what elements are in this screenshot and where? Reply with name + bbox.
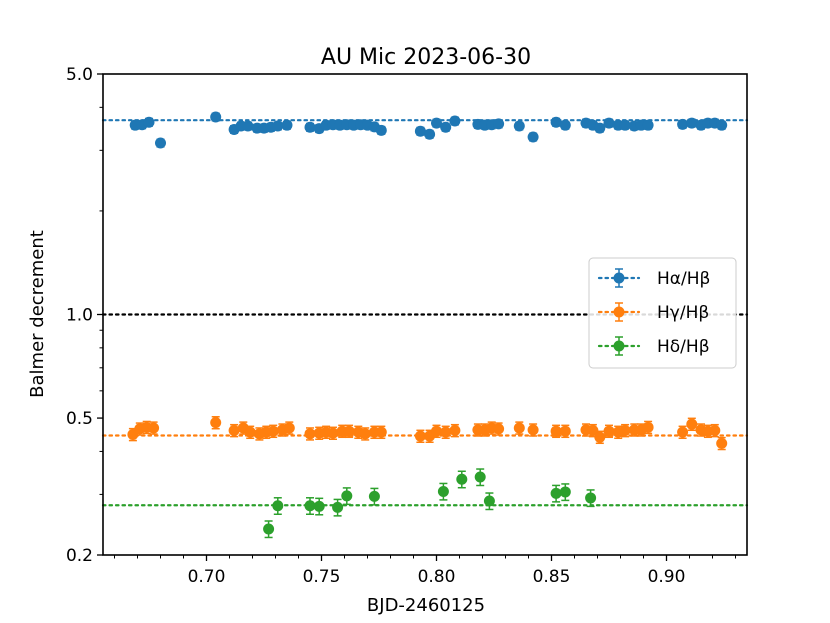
legend-marker — [613, 340, 625, 352]
data-point — [559, 486, 571, 498]
data-point — [550, 425, 562, 437]
legend-label: Hδ/Hβ — [657, 337, 710, 357]
data-point — [709, 425, 721, 437]
x-tick-label: 0.80 — [418, 567, 456, 587]
y-tick-label: 0.5 — [66, 409, 93, 429]
data-point — [424, 128, 436, 140]
data-point — [304, 428, 316, 440]
data-point — [155, 137, 166, 149]
data-point — [456, 473, 468, 485]
data-point — [642, 119, 654, 131]
data-point — [449, 425, 461, 437]
data-point — [716, 119, 728, 131]
data-point — [244, 426, 256, 438]
data-point — [281, 119, 293, 131]
data-point — [431, 425, 442, 437]
data-point — [440, 121, 452, 133]
data-point — [642, 421, 654, 433]
data-point — [272, 120, 284, 132]
plot-area: 0.70 0.75 0.80 0.85 0.90 0.2 0.5 1.0 5.0 — [66, 65, 749, 587]
data-point — [677, 118, 689, 130]
data-point — [431, 117, 442, 129]
chart-title: AU Mic 2023-06-30 — [321, 45, 531, 70]
data-point — [594, 122, 606, 134]
data-point — [267, 425, 279, 437]
data-point — [483, 495, 495, 507]
y-axis-label: Balmer decrement — [27, 230, 48, 398]
data-point — [148, 422, 160, 434]
data-point — [686, 418, 698, 430]
legend-marker — [613, 306, 625, 318]
data-point — [716, 437, 728, 449]
data-point — [375, 124, 387, 136]
data-point — [343, 425, 355, 437]
data-point — [341, 490, 353, 502]
data-point — [513, 120, 525, 132]
data-point — [603, 117, 615, 129]
data-point — [327, 427, 339, 439]
data-point — [513, 422, 525, 434]
x-tick-label: 0.90 — [648, 567, 686, 587]
data-point — [677, 426, 689, 438]
data-point — [304, 121, 316, 133]
data-point — [594, 431, 606, 443]
data-point — [493, 423, 505, 435]
legend: Hα/Hβ Hγ/Hβ Hδ/Hβ — [588, 257, 737, 369]
data-point — [559, 119, 571, 131]
data-point — [559, 425, 571, 437]
data-point — [686, 117, 698, 129]
data-point — [263, 523, 275, 535]
data-point — [368, 490, 380, 502]
data-point — [587, 425, 599, 437]
data-point — [550, 487, 562, 499]
data-point — [359, 428, 371, 440]
x-tick-label: 0.85 — [533, 567, 571, 587]
data-point — [550, 116, 562, 128]
data-point — [332, 501, 344, 513]
data-point — [210, 111, 222, 123]
y-tick-label: 1.0 — [66, 306, 93, 326]
data-point — [527, 424, 539, 436]
data-point — [375, 426, 387, 438]
data-point — [437, 485, 449, 497]
data-point — [449, 115, 461, 127]
legend-label: Hα/Hβ — [657, 269, 710, 289]
data-point — [585, 492, 597, 504]
legend-marker — [613, 272, 625, 284]
data-point — [440, 426, 452, 438]
data-point — [619, 119, 631, 131]
data-point — [414, 430, 426, 442]
y-tick-label: 5.0 — [66, 65, 93, 85]
legend-box — [588, 257, 737, 369]
data-point — [474, 471, 486, 483]
data-point — [272, 500, 284, 512]
data-point — [313, 500, 325, 512]
data-point — [414, 125, 426, 137]
data-point — [143, 116, 155, 128]
data-point — [619, 425, 631, 437]
data-point — [228, 425, 240, 437]
data-point — [283, 422, 295, 434]
data-point — [603, 425, 615, 437]
x-tick-label: 0.70 — [188, 567, 226, 587]
data-point — [527, 131, 539, 143]
data-point — [493, 118, 505, 130]
y-tick-label: 0.2 — [66, 546, 93, 566]
data-point — [304, 500, 316, 512]
data-point — [210, 417, 222, 429]
legend-label: Hγ/Hβ — [657, 303, 709, 323]
x-tick-label: 0.75 — [303, 567, 341, 587]
data-point — [242, 120, 254, 132]
x-axis-label: BJD-2460125 — [367, 595, 485, 616]
